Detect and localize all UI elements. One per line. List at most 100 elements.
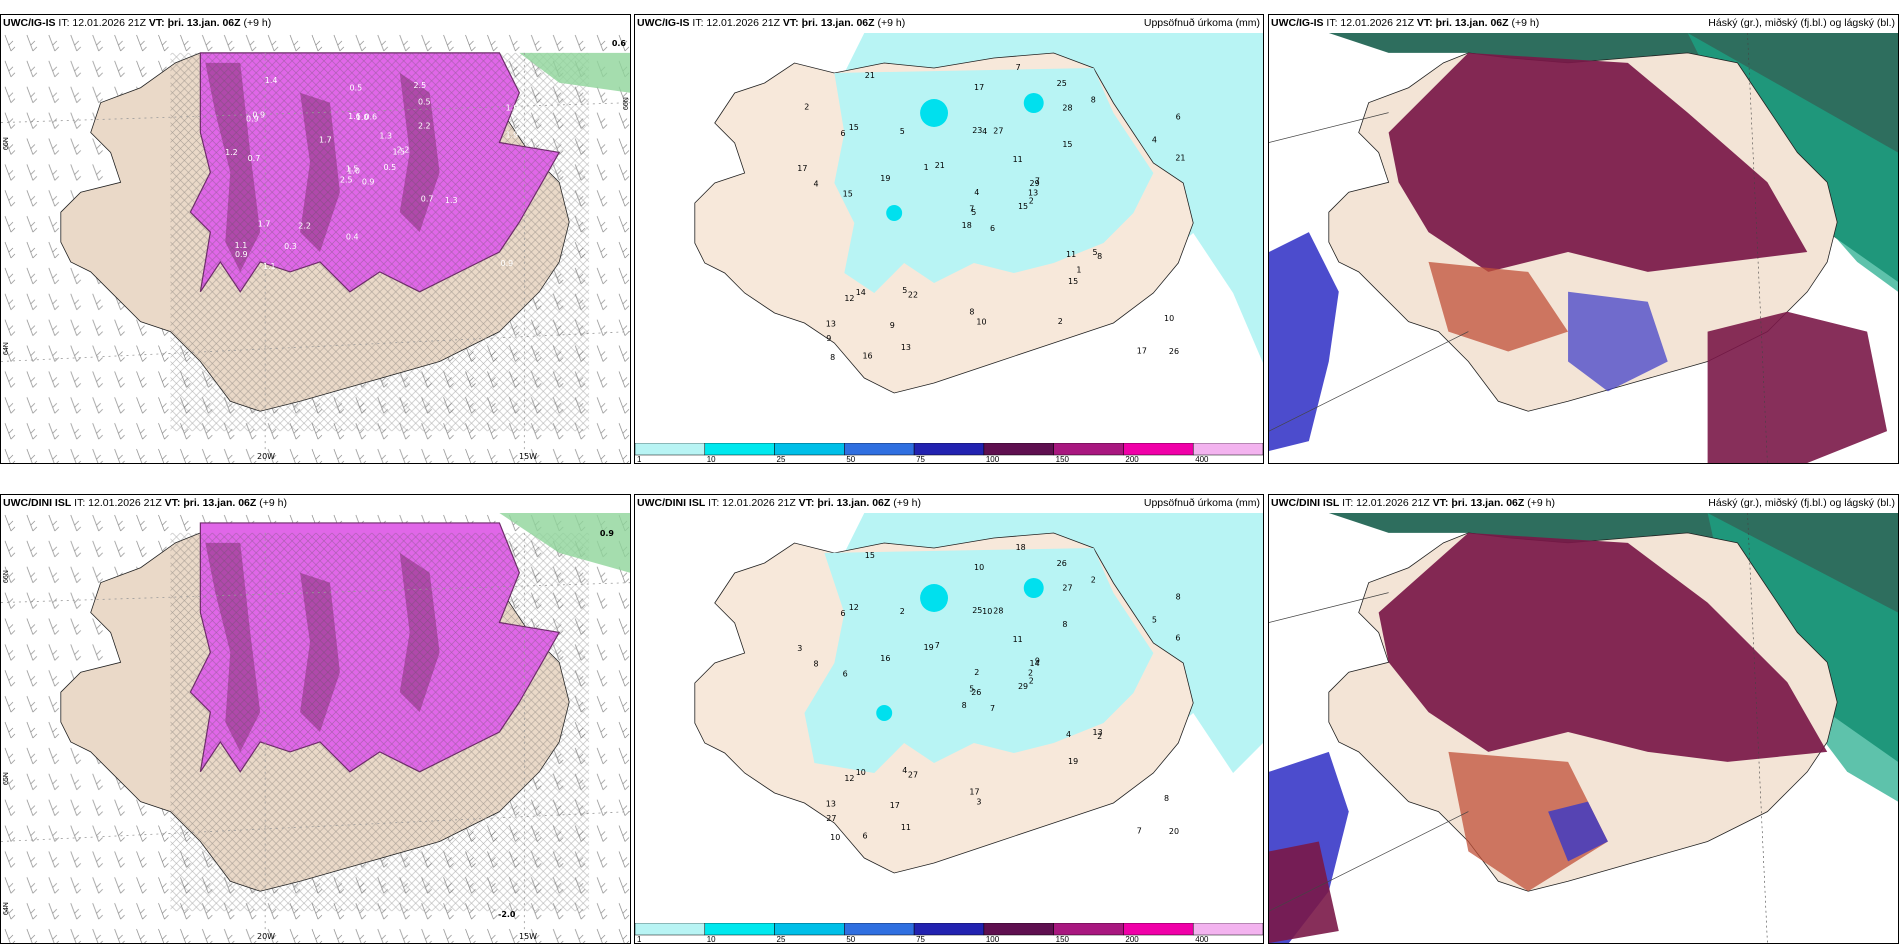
- hatched-area: [170, 532, 590, 912]
- value-labels: 6651329222527281521261561815162311142199…: [797, 63, 1185, 362]
- map-value-label: 4: [974, 188, 979, 197]
- init-time: IT: 12.01.2026 21Z: [708, 497, 796, 509]
- map-value-label: 6: [862, 832, 867, 841]
- colorbar-tick-label: 400: [1195, 455, 1209, 463]
- panel-header: UWC/DINI ISL IT: 12.01.2026 21Z VT: þri.…: [1269, 495, 1898, 513]
- map-value-label: 12: [844, 294, 854, 303]
- map-value-label: 27: [908, 770, 918, 779]
- map-value-label: 1.1: [263, 262, 276, 271]
- map-value-label: 1.7: [258, 220, 271, 229]
- map-value-label: 19: [924, 643, 934, 652]
- panel-clouds-dini-isl: UWC/DINI ISL IT: 12.01.2026 21Z VT: þri.…: [1268, 494, 1899, 944]
- map-value-label: 0.9: [362, 178, 375, 187]
- lon-label-15w: 15W: [519, 452, 538, 461]
- model-name: UWC/IG-IS: [1271, 17, 1324, 29]
- map-value-label: 7: [1137, 826, 1142, 835]
- map-value-label: 1.9: [505, 131, 518, 140]
- map-value-label: 26: [971, 688, 981, 697]
- precip-max-cell: [920, 99, 949, 127]
- lead-time: (+9 h): [243, 17, 272, 29]
- corner-value: 0.6: [611, 39, 626, 48]
- colorbar-tick-label: 75: [916, 935, 925, 943]
- init-time: IT: 12.01.2026 21Z: [1342, 497, 1430, 509]
- colorbar-swatch: [1192, 443, 1263, 456]
- map-value-label: 8: [830, 353, 835, 362]
- map-value-label: 1.0: [356, 113, 369, 122]
- map-value-label: 8: [814, 660, 819, 669]
- panel-header: UWC/DINI ISL IT: 12.01.2026 21Z VT: þri.…: [1, 495, 630, 513]
- value-labels: 0.90.91.01.11.52.22.50.60.50.51.40.90.71…: [225, 76, 518, 271]
- wind-map-svg: [1, 513, 630, 943]
- panel-header: UWC/IG-IS IT: 12.01.2026 21Z VT: þri. 13…: [1, 15, 630, 33]
- panel-title: Uppsöfnuð úrkoma (mm): [1143, 17, 1260, 29]
- colorbar-swatch: [1123, 443, 1194, 456]
- panel-header: UWC/IG-IS IT: 12.01.2026 21Z VT: þri. 13…: [1269, 15, 1898, 33]
- map-value-label: 1.5: [346, 165, 359, 174]
- lead-time: (+9 h): [1511, 17, 1540, 29]
- map-value-label: 1: [924, 163, 929, 172]
- mid-cloud: [1707, 311, 1888, 463]
- map-value-label: 5: [900, 127, 905, 136]
- map-value-label: 9: [1035, 656, 1040, 665]
- map-value-label: 13: [1093, 728, 1103, 737]
- valid-time: VT: þri. 13.jan. 06Z: [782, 17, 875, 29]
- lon-label-15w: 15W: [519, 932, 538, 941]
- colorbar-swatch: [1192, 923, 1263, 936]
- map-value-label: 2: [1097, 732, 1102, 741]
- panel-header: UWC/IG-IS IT: 12.01.2026 21Z VT: þri. 13…: [635, 15, 1263, 33]
- precip-max-cell: [1023, 93, 1044, 113]
- colorbar-tick-label: 10: [707, 455, 716, 463]
- map-value-label: 14: [1030, 659, 1040, 668]
- map-value-label: 25: [972, 606, 982, 615]
- map-value-label: 1.0: [347, 167, 360, 176]
- map-value-label: 10: [1164, 314, 1174, 323]
- map-value-label: 2: [1091, 575, 1096, 584]
- map-value-label: 1.2: [225, 148, 238, 157]
- map-value-label: 2: [1029, 677, 1034, 686]
- precip-max-cell: [876, 705, 893, 721]
- map-value-label: 11: [1013, 155, 1023, 164]
- model-name: UWC/DINI ISL: [1271, 497, 1340, 509]
- model-name: UWC/DINI ISL: [637, 497, 706, 509]
- mid-cloud: [1378, 532, 1828, 762]
- map-value-label: 0.4: [346, 233, 359, 242]
- map-value-label: 10: [830, 833, 840, 842]
- hatched-area: [170, 52, 590, 432]
- cloud-map-svg: [1269, 33, 1898, 463]
- map-value-label: 15: [865, 551, 875, 560]
- precip-map-svg: 6651329222527281521261561815162311142199…: [635, 33, 1263, 443]
- colorbar-tick-label: 150: [1056, 455, 1070, 463]
- map-value-label: 29: [1018, 682, 1028, 691]
- map-value-label: 8: [1164, 794, 1169, 803]
- map-value-label: 2.2: [298, 221, 311, 230]
- lead-time: (+9 h): [259, 497, 287, 509]
- precip-max-cell: [886, 205, 903, 221]
- low-cloud: [1568, 291, 1668, 392]
- map-value-label: 1.5: [392, 148, 405, 157]
- colorbar-swatch: [704, 443, 775, 456]
- map-value-label: 29: [1030, 179, 1040, 188]
- map-value-label: 15: [1068, 277, 1078, 286]
- map-value-label: 6: [841, 609, 846, 618]
- map-value-label: 2: [900, 607, 905, 616]
- map-value-label: 1.3: [445, 196, 458, 205]
- wind-map-svg: 0.90.91.01.11.52.22.50.60.50.51.40.90.71…: [1, 33, 630, 463]
- precip-colorbar: 1 10 25 50 75 100 150 200 400: [635, 443, 1263, 463]
- lat-label-66n: 66N: [3, 137, 10, 150]
- model-name: UWC/IG-IS: [637, 17, 690, 29]
- map-value-label: 1.6: [348, 112, 361, 121]
- lead-time: (+9 h): [877, 17, 906, 29]
- colorbar-tick-label: 100: [986, 455, 1000, 463]
- colorbar-tick-label: 50: [846, 935, 855, 943]
- map-value-label: 1: [1076, 265, 1081, 274]
- panel-title: Háský (gr.), miðský (fj.bl.) og lágský (…: [1708, 497, 1895, 509]
- colorbar-swatch: [1053, 923, 1124, 936]
- init-time: IT: 12.01.2026 21Z: [58, 17, 146, 29]
- colorbar-svg: 1 10 25 50 75 100 150 200 400: [635, 923, 1263, 943]
- map-value-label: 17: [1137, 346, 1147, 355]
- map-value-label: 10: [982, 607, 992, 616]
- map-value-label: 8: [1062, 620, 1067, 629]
- colorbar-swatch: [774, 443, 845, 456]
- panel-title: Uppsöfnuð úrkoma (mm): [1143, 497, 1260, 509]
- map-value-label: 1.4: [265, 76, 278, 85]
